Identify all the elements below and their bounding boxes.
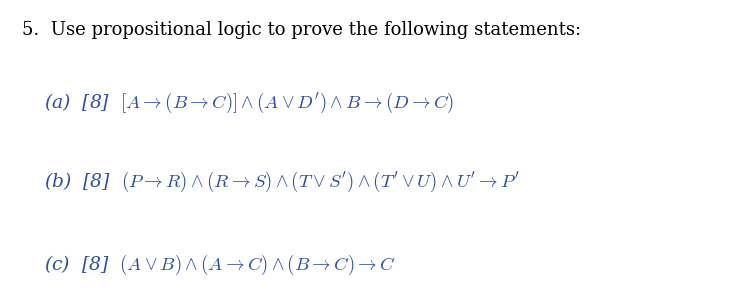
Text: (c)  [8]  $(A \vee B) \wedge (A \rightarrow C) \wedge (B \rightarrow C) \rightar: (c) [8] $(A \vee B) \wedge (A \rightarro… — [44, 253, 397, 277]
Text: (a)  [8]  $[A \rightarrow (B \rightarrow C)] \wedge (A \vee D^{\prime}) \wedge B: (a) [8] $[A \rightarrow (B \rightarrow C… — [44, 91, 454, 115]
Text: 5.  Use propositional logic to prove the following statements:: 5. Use propositional logic to prove the … — [22, 21, 581, 39]
Text: (b)  [8]  $(P \rightarrow R) \wedge (R \rightarrow S) \wedge (T \vee S^{\prime}): (b) [8] $(P \rightarrow R) \wedge (R \ri… — [44, 170, 520, 194]
